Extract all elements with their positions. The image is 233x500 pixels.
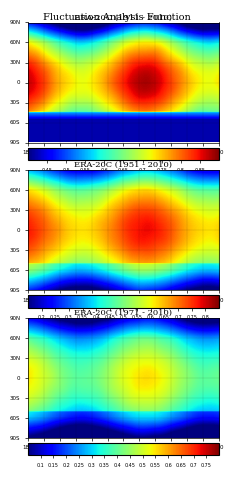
Title: ERA-20C (1951 - 2010): ERA-20C (1951 - 2010)	[75, 161, 172, 169]
Title: ERA-20C (1911 - 2010): ERA-20C (1911 - 2010)	[75, 14, 172, 22]
Text: Fluctuation Analysis Function: Fluctuation Analysis Function	[43, 12, 190, 22]
Title: ERA-20C (1971 - 2010): ERA-20C (1971 - 2010)	[75, 308, 172, 316]
